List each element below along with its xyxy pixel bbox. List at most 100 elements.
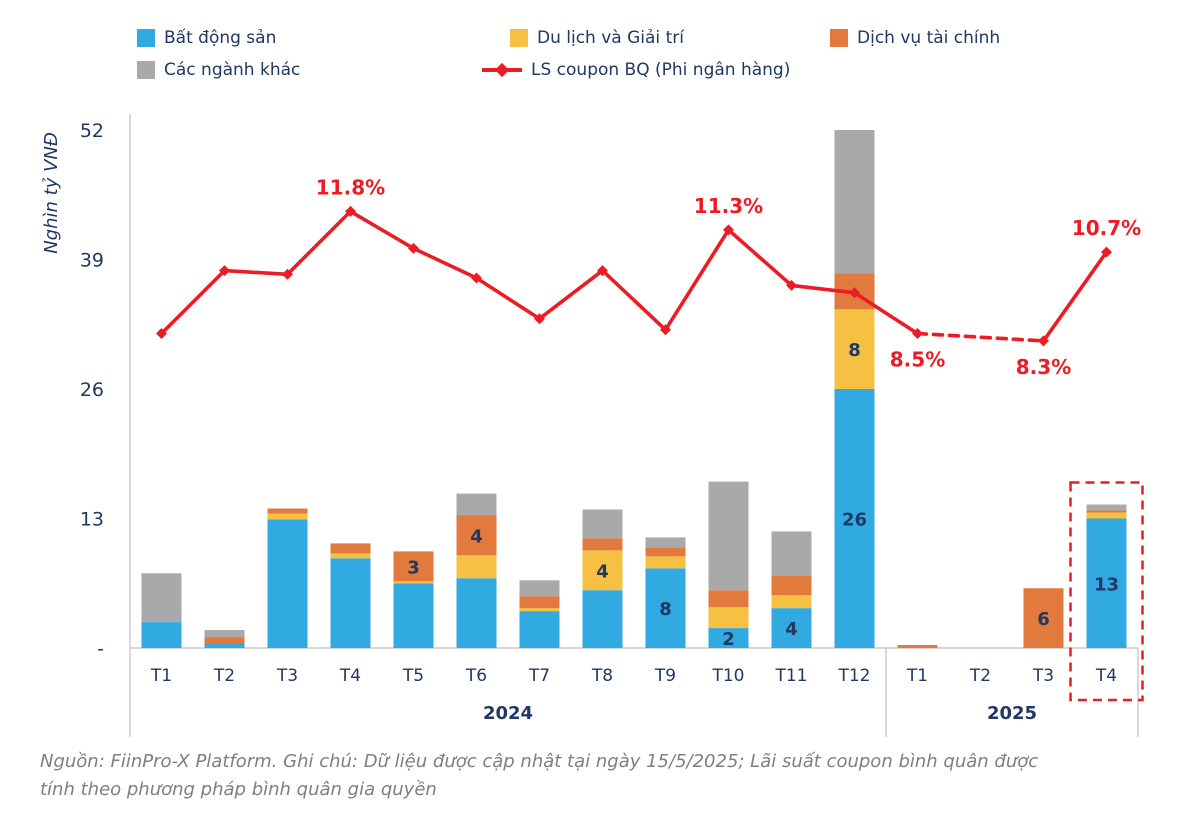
bar-segment <box>708 628 749 648</box>
bar-segment <box>771 575 812 596</box>
bar-segment <box>645 568 686 648</box>
bar-segment <box>834 130 875 274</box>
bar-segment <box>645 537 686 548</box>
y-tick-label: - <box>97 638 104 660</box>
bar-segment <box>330 543 371 554</box>
bar-segment <box>519 580 560 597</box>
bar-value-label: 8 <box>848 340 861 361</box>
bar-segment <box>519 596 560 609</box>
bar-segment <box>645 556 686 569</box>
bar-segment <box>141 622 182 648</box>
bar-segment <box>834 309 875 389</box>
legend-item-other-industries: Các ngành khác <box>137 59 300 81</box>
month-label: T1 <box>150 666 172 686</box>
year-label: 2024 <box>483 703 533 724</box>
bar-segment <box>204 630 245 638</box>
bar-segment <box>267 519 308 648</box>
coupon-line-segment <box>789 283 857 295</box>
month-label: T11 <box>774 666 807 686</box>
legend-item-real-estate: Bất động sản <box>137 27 276 49</box>
legend: Bất động sản Du lịch và Giải trí Dịch vụ… <box>0 0 1200 95</box>
bar-segment <box>393 551 434 582</box>
bar-segment <box>267 513 308 520</box>
bar-segment <box>267 508 308 514</box>
bar-value-label: 3 <box>407 557 420 578</box>
bar-segment <box>456 515 497 556</box>
highlight-box <box>1069 481 1144 702</box>
coupon-line-segment <box>663 228 731 332</box>
month-label: T6 <box>465 666 487 686</box>
bar-segment <box>204 637 245 644</box>
coupon-point <box>849 287 860 299</box>
coupon-annotation: 8.3% <box>1016 355 1071 379</box>
bar-segment <box>708 481 749 591</box>
bar-segment <box>519 608 560 612</box>
legend-swatch-tourism <box>510 29 528 47</box>
source-note-line2: tính theo phương pháp bình quân gia quyề… <box>40 778 437 800</box>
month-label: T7 <box>528 666 550 686</box>
legend-label-tourism: Du lịch và Giải trí <box>537 28 684 48</box>
bar-segment <box>330 553 371 559</box>
legend-label-real-estate: Bất động sản <box>164 28 277 48</box>
coupon-line-segment <box>222 268 290 277</box>
bar-segment <box>393 581 434 584</box>
coupon-line-segment <box>600 268 668 332</box>
month-label: T4 <box>1095 666 1117 686</box>
month-label: T9 <box>654 666 676 686</box>
source-note-line1: Nguồn: FiinPro-X Platform. Ghi chú: Dữ l… <box>40 751 1039 772</box>
legend-swatch-financial-services <box>830 29 848 47</box>
legend-label-financial-services: Dịch vụ tài chính <box>857 28 1001 48</box>
bar-segment <box>771 531 812 576</box>
coupon-line-segment <box>285 209 353 277</box>
coupon-line-segment <box>159 268 227 336</box>
legend-item-tourism: Du lịch và Giải trí <box>510 27 684 49</box>
coupon-point <box>219 265 230 277</box>
coupon-point <box>597 265 608 277</box>
bar-segment <box>771 608 812 648</box>
y-tick-label: 13 <box>80 509 104 531</box>
bar-value-label: 4 <box>596 561 609 582</box>
coupon-annotation: 11.3% <box>694 194 763 218</box>
month-label: T4 <box>339 666 361 686</box>
coupon-point <box>723 224 734 236</box>
coupon-annotation: 8.5% <box>890 348 945 372</box>
bar-segment <box>582 538 623 551</box>
coupon-point <box>156 328 167 339</box>
bar-segment <box>834 389 875 648</box>
coupon-line-segment <box>852 290 920 336</box>
month-label: T8 <box>591 666 613 686</box>
legend-item-coupon-line: LS coupon BQ (Phi ngân hàng) <box>482 59 790 81</box>
legend-label-other-industries: Các ngành khác <box>164 60 301 80</box>
bar-segment <box>897 645 938 648</box>
coupon-point <box>282 268 293 280</box>
month-label: T10 <box>711 666 744 686</box>
y-tick-label: 26 <box>80 379 104 401</box>
y-axis-title: Nghìn tỷ VNĐ <box>41 132 62 254</box>
bar-segment <box>771 595 812 609</box>
coupon-point <box>534 313 545 325</box>
legend-label-coupon-line: LS coupon BQ (Phi ngân hàng) <box>531 60 791 80</box>
bar-value-label: 4 <box>470 526 483 547</box>
coupon-point <box>1101 246 1112 258</box>
source-note: Nguồn: FiinPro-X Platform. Ghi chú: Dữ l… <box>40 748 1170 804</box>
bar-value-label: 4 <box>785 619 798 640</box>
coupon-annotation: 11.8% <box>316 175 385 199</box>
bar-value-label: 2 <box>722 629 735 650</box>
legend-swatch-real-estate <box>137 29 155 47</box>
coupon-line-segment <box>474 276 542 321</box>
bar-value-label: 26 <box>842 510 867 531</box>
month-label: T12 <box>837 666 870 686</box>
coupon-point <box>660 324 671 336</box>
bar-segment <box>1086 518 1127 648</box>
coupon-point <box>471 272 482 284</box>
coupon-line-segment <box>1041 250 1109 343</box>
year-label: 2025 <box>987 703 1037 724</box>
bar-value-label: 13 <box>1094 574 1119 595</box>
coupon-point <box>786 279 797 291</box>
bar-value-label: 8 <box>659 599 672 620</box>
bar-segment <box>393 583 434 648</box>
bar-segment <box>582 590 623 648</box>
bar-segment <box>708 590 749 608</box>
